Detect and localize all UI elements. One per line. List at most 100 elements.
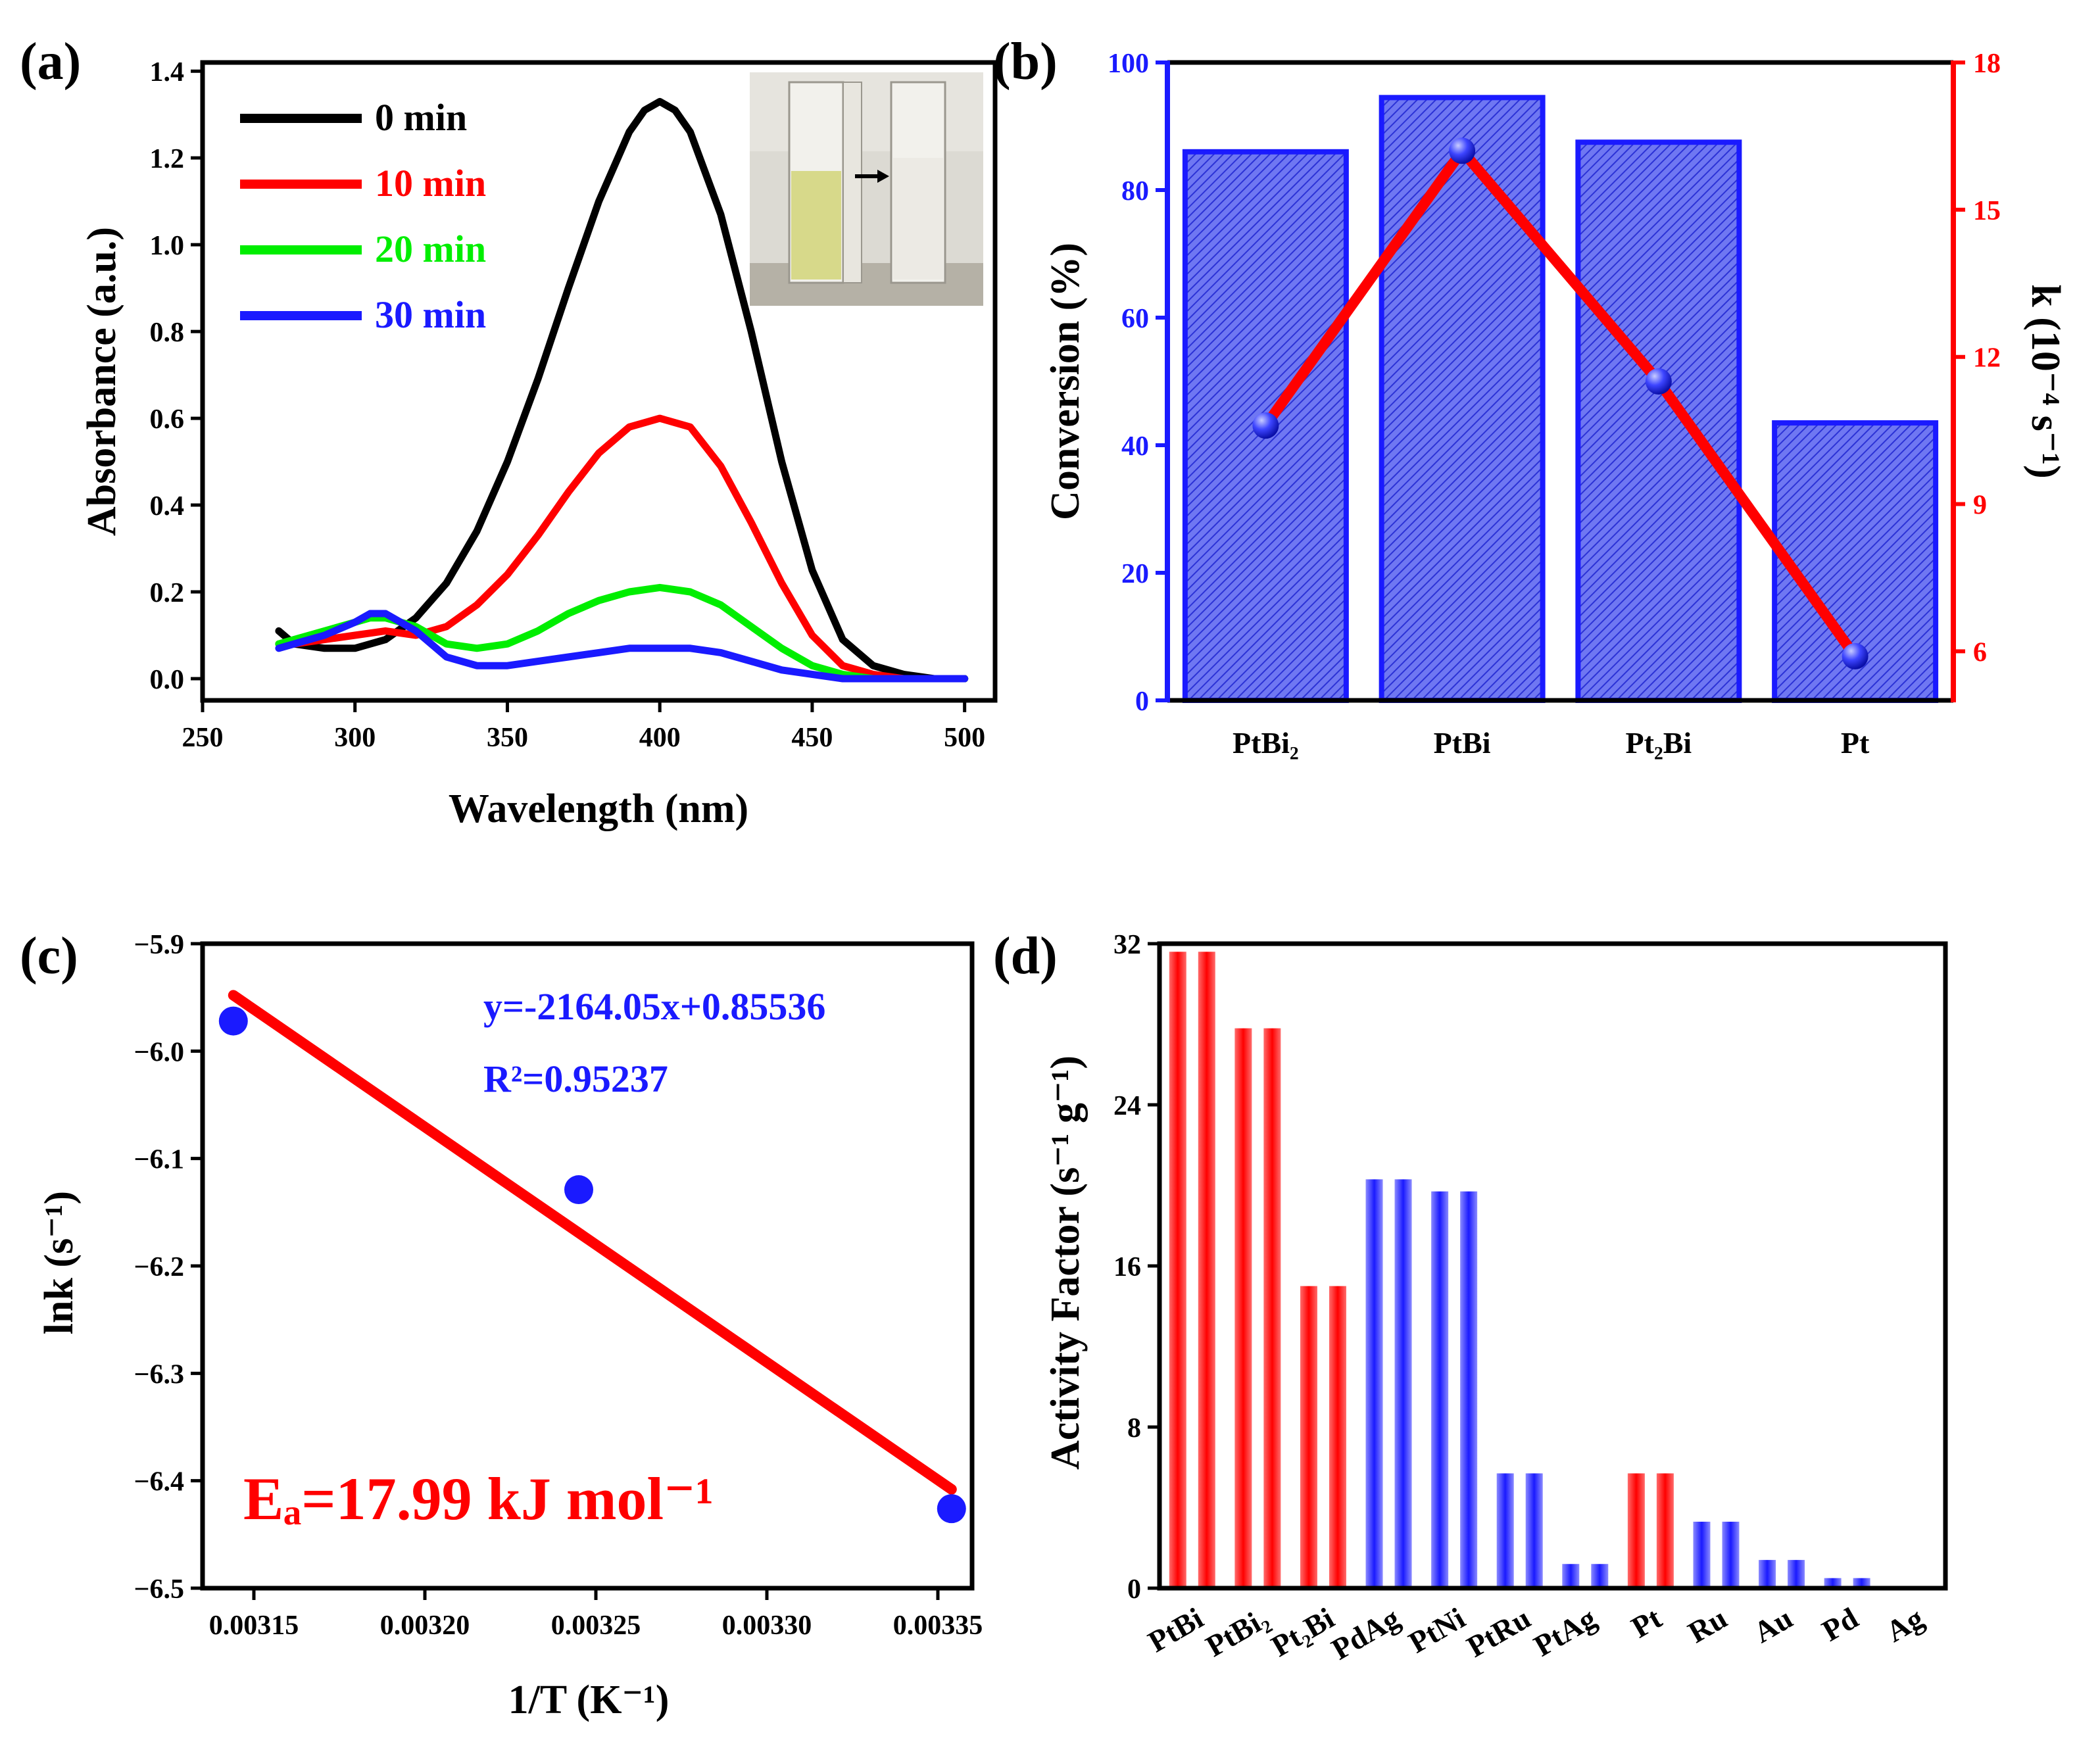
data-point xyxy=(937,1494,966,1524)
panel-c-ylabel: lnk (s⁻¹) xyxy=(37,1191,82,1334)
y-tick-label: 100 xyxy=(1108,49,1149,79)
activity-bar xyxy=(1562,1564,1580,1588)
x-tick-label: 0.00315 xyxy=(209,1611,299,1641)
series-line-3 xyxy=(275,610,969,683)
y-tick-label: −5.9 xyxy=(134,930,184,960)
activity-bar xyxy=(1525,1473,1543,1588)
activity-bar xyxy=(1394,1179,1412,1588)
y-right-tick-label: 15 xyxy=(1973,196,2001,226)
panel-d-ylabel: Activity Factor (s⁻¹ g⁻¹) xyxy=(1043,1055,1088,1470)
x-tick-label: 0.00335 xyxy=(893,1611,983,1641)
inset-cuvette-photo xyxy=(750,72,983,306)
conversion-bar xyxy=(1379,95,1546,704)
panel-a-series xyxy=(275,97,969,683)
activity-bar xyxy=(1365,1179,1383,1588)
activity-bar xyxy=(1169,952,1186,1588)
panel-a-xlabel: Wavelength (nm) xyxy=(449,787,748,831)
activity-bar xyxy=(1853,1578,1870,1588)
panel-b-k-line xyxy=(1252,137,1868,669)
y-tick-label: 0.8 xyxy=(150,318,185,348)
series-line-0 xyxy=(275,97,969,683)
data-point xyxy=(218,1006,248,1036)
fit-line xyxy=(228,990,957,1495)
legend-label-30min: 30 min xyxy=(375,293,486,336)
x-category-label: Pt₂Bi xyxy=(1265,1601,1340,1663)
activity-bar xyxy=(1656,1473,1674,1588)
y-tick-label: 0.4 xyxy=(150,491,185,521)
panel-c-label: (c) xyxy=(20,927,78,985)
y-tick-label: −6.3 xyxy=(134,1359,184,1390)
y-tick-label: 0.0 xyxy=(150,665,185,695)
panel-a-ylabel: Absorbance (a.u.) xyxy=(80,227,124,536)
y-tick-label: −6.1 xyxy=(134,1145,184,1175)
activity-bar xyxy=(1198,952,1215,1588)
x-category-label: Pt xyxy=(1841,726,1870,760)
panel-d-frame xyxy=(1157,941,1948,1591)
k-point xyxy=(1645,368,1672,395)
series-line-1 xyxy=(275,414,969,683)
x-category-label: Ag xyxy=(1880,1601,1929,1648)
x-tick-label: 0.00320 xyxy=(380,1611,470,1641)
x-category-label: PtNi xyxy=(1403,1601,1471,1659)
y-tick-label: −6.4 xyxy=(134,1467,184,1497)
activity-bar xyxy=(1693,1521,1711,1588)
x-tick-label: 300 xyxy=(334,723,376,753)
x-tick-label: 350 xyxy=(487,723,528,753)
activity-bar xyxy=(1759,1560,1776,1588)
activation-energy: Eₐ=17.99 kJ mol⁻¹ xyxy=(243,1465,714,1532)
activity-bar xyxy=(1591,1564,1609,1588)
y-right-tick-label: 12 xyxy=(1973,343,2001,374)
y-right-tick-label: 9 xyxy=(1973,491,1987,521)
y-tick-label: 0.2 xyxy=(150,578,185,608)
panel-b: (b) 0 20 40 60 80 100 6 9 12 15 18 PtBi₂ PtBi Pt₂Bi Pt… xyxy=(993,33,2068,760)
panel-b-ylabel-right: k (10⁻⁴ s⁻¹) xyxy=(2023,284,2068,479)
panel-c-plot xyxy=(218,990,966,1524)
x-category-label: PtBi xyxy=(1142,1601,1209,1659)
y-tick-label: 1.4 xyxy=(150,57,185,87)
panel-d-bars xyxy=(1169,952,1870,1588)
y-tick-label: 32 xyxy=(1113,930,1141,960)
x-category-label: Au xyxy=(1748,1601,1798,1649)
panel-b-ylabel: Conversion (%) xyxy=(1043,243,1088,520)
x-tick-label: 0.00330 xyxy=(722,1611,812,1641)
x-category-label: Ru xyxy=(1682,1601,1732,1649)
panel-a-legend: 0 min 10 min 20 min 30 min xyxy=(240,96,486,336)
y-tick-label: 16 xyxy=(1113,1252,1141,1282)
x-tick-label: 450 xyxy=(791,723,833,753)
x-tick-label: 400 xyxy=(639,723,681,753)
panel-a-label: (a) xyxy=(20,33,81,91)
panel-a: (a) 250 300 350 400 450 500 0.0 0.2 0.4 0.6 0.8 1.0… xyxy=(20,33,998,831)
panel-c: (c) 0.00315 0.00320 0.00325 0.00330 0.00335 −… xyxy=(20,927,983,1722)
y-tick-label: 24 xyxy=(1113,1091,1141,1121)
y-tick-label: 8 xyxy=(1127,1413,1141,1443)
y-tick-label: −6.5 xyxy=(134,1574,184,1605)
panel-a-ticks: 250 300 350 400 450 500 0.0 0.2 0.4 0.6 0.8 1.0 1.2 1… xyxy=(150,57,986,753)
activity-bar xyxy=(1329,1286,1346,1588)
activity-bar xyxy=(1627,1473,1645,1588)
x-category-label: PtBi₂ xyxy=(1233,726,1299,760)
y-tick-label: 1.2 xyxy=(150,144,185,174)
data-point xyxy=(564,1175,593,1205)
k-line xyxy=(1260,145,1861,662)
panel-b-bars xyxy=(1182,95,1939,704)
panel-b-ticks: 0 20 40 60 80 100 6 9 12 15 18 PtBi₂ PtBi Pt₂Bi Pt xyxy=(1108,49,2001,760)
y-tick-label: 80 xyxy=(1121,176,1149,206)
y-tick-label: −6.0 xyxy=(134,1037,184,1067)
activity-bar xyxy=(1722,1521,1740,1588)
activity-bar xyxy=(1263,1028,1281,1588)
fit-equation: y=-2164.05x+0.85536 xyxy=(483,985,825,1028)
x-category-label: PdAg xyxy=(1326,1601,1405,1666)
activity-bar xyxy=(1788,1560,1805,1588)
legend-label-20min: 20 min xyxy=(375,228,486,270)
panel-c-xlabel: 1/T (K⁻¹) xyxy=(508,1678,670,1722)
y-tick-label: 20 xyxy=(1121,559,1149,589)
activity-bar xyxy=(1234,1028,1252,1588)
k-point xyxy=(1252,412,1279,439)
x-category-label: PtBi xyxy=(1434,726,1491,760)
y-tick-label: 40 xyxy=(1121,431,1149,462)
activity-bar xyxy=(1824,1578,1842,1588)
panel-c-frame xyxy=(200,941,975,1591)
x-tick-label: 250 xyxy=(182,723,224,753)
panel-b-label: (b) xyxy=(993,33,1058,91)
